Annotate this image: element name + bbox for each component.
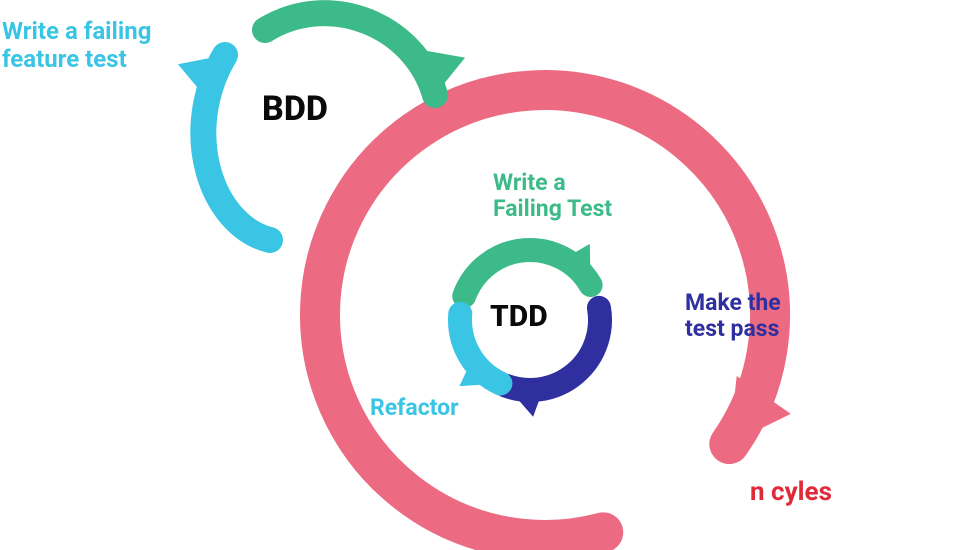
- bdd-return-arrow: [178, 37, 270, 240]
- label-n-cycles: n cyles: [750, 478, 832, 508]
- label-write-failing-feature: Write a failing feature test: [2, 18, 151, 73]
- label-refactor: Refactor: [370, 395, 459, 421]
- bdd-top-arrow: [265, 13, 465, 99]
- label-write-failing-test: Write a Failing Test: [493, 170, 612, 223]
- label-make-test-pass: Make the test pass: [685, 290, 781, 343]
- diagram-stage: Write a failing feature test BDD Write a…: [0, 0, 980, 550]
- label-bdd-title: BDD: [262, 90, 328, 129]
- diagram-svg: [0, 0, 980, 550]
- label-tdd-title: TDD: [490, 300, 548, 335]
